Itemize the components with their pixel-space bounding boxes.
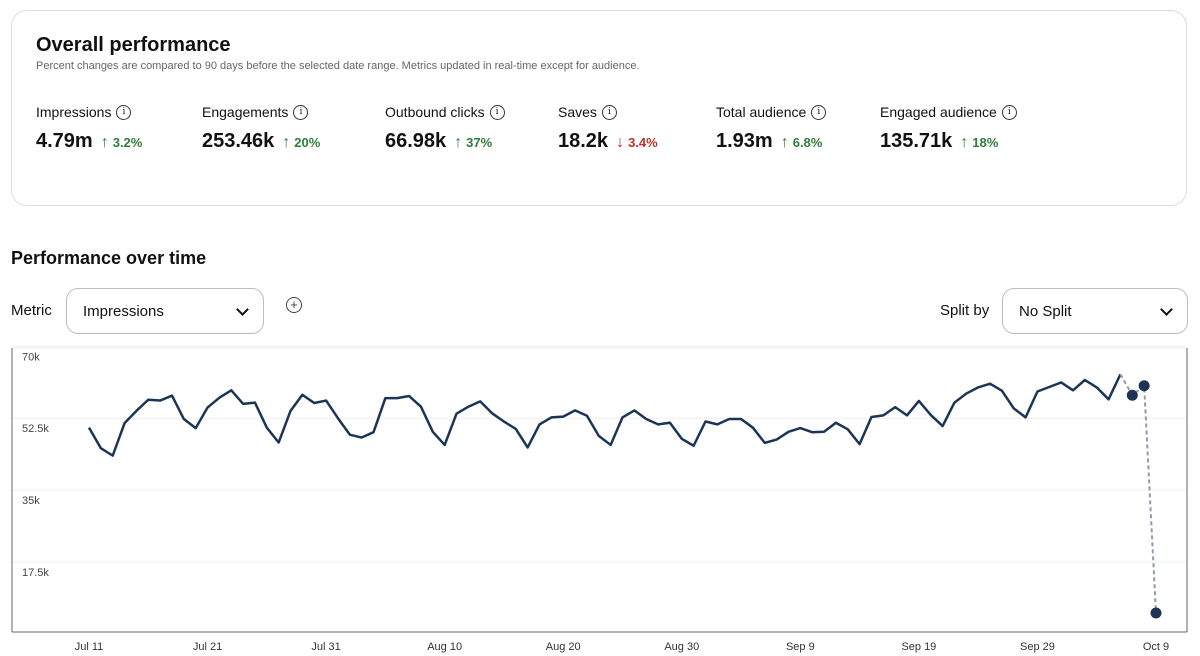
overall-performance-subtitle: Percent changes are compared to 90 days …: [36, 60, 640, 72]
metric-change-value: 3.2%: [112, 135, 143, 150]
info-icon[interactable]: i: [489, 104, 505, 120]
arrow-up-icon: ↑: [282, 134, 291, 151]
metric-impressions: Impressions i 4.79m ↑ 3.2%: [36, 102, 142, 153]
metric-label: Engaged audience: [880, 104, 997, 120]
chevron-down-icon: [236, 302, 249, 316]
x-tick-label: Sep 19: [901, 641, 936, 653]
impressions-line-chart: 17.5k 35k 52.5k 70k Jul 11 Jul 21 Jul 31 Aug 10…: [11, 345, 1188, 653]
add-metric-icon[interactable]: +: [286, 297, 302, 313]
metric-value: 253.46k: [202, 130, 275, 152]
arrow-up-icon: ↑: [960, 134, 969, 151]
metric-saves: Saves i 18.2k ↓ 3.4%: [558, 102, 658, 153]
x-tick-label: Jul 21: [193, 641, 222, 653]
y-tick-label: 17.5k: [22, 567, 49, 579]
y-tick-label: 52.5k: [22, 423, 49, 435]
metric-change: ↑ 20%: [282, 134, 320, 152]
metric-outbound-clicks: Outbound clicks i 66.98k ↑ 37%: [385, 102, 505, 153]
arrow-up-icon: ↑: [100, 134, 109, 151]
data-point: [1138, 380, 1150, 392]
overall-performance-card: [11, 10, 1187, 206]
info-icon[interactable]: i: [293, 104, 309, 120]
x-tick-label: Jul 31: [311, 641, 340, 653]
metric-value: 18.2k: [558, 130, 609, 152]
metric-value: 4.79m: [36, 130, 93, 152]
metric-change-value: 3.4%: [628, 135, 658, 150]
y-tick-label: 70k: [22, 351, 40, 363]
x-tick-label: Aug 30: [664, 641, 699, 653]
x-tick-label: Jul 11: [75, 641, 104, 653]
metric-engagements: Engagements i 253.46k ↑ 20%: [202, 102, 320, 153]
metric-value: 1.93m: [716, 130, 773, 152]
arrow-down-icon: ↓: [616, 134, 625, 151]
performance-over-time-title: Performance over time: [11, 248, 207, 268]
metric-change: ↓ 3.4%: [616, 134, 658, 152]
impressions-projected-line: [1119, 373, 1157, 614]
chevron-down-icon: [1160, 302, 1173, 316]
metric-change: ↑ 3.2%: [101, 134, 143, 152]
overall-performance-title: Overall performance: [36, 34, 231, 56]
metric-change-value: 37%: [466, 135, 493, 150]
arrow-up-icon: ↑: [780, 134, 789, 151]
metric-change-value: 18%: [972, 135, 999, 150]
info-icon[interactable]: i: [601, 104, 617, 120]
metric-label: Impressions: [36, 104, 112, 120]
split-by-select-value: No Split: [1019, 302, 1072, 320]
metric-change: ↑ 37%: [454, 134, 492, 152]
metric-label: Total audience: [716, 104, 807, 120]
arrow-up-icon: ↑: [454, 134, 463, 151]
x-tick-label: Sep 29: [1020, 641, 1055, 653]
metric-label: Saves: [558, 104, 597, 120]
y-tick-label: 35k: [22, 495, 40, 507]
x-tick-label: Aug 10: [427, 641, 462, 653]
metric-engaged-audience: Engaged audience i 135.71k ↑ 18%: [880, 102, 1017, 153]
metric-select-value: Impressions: [83, 302, 164, 320]
metric-label: Engagements: [202, 104, 289, 120]
x-tick-label: Aug 20: [546, 641, 581, 653]
metric-change: ↑ 6.8%: [781, 134, 823, 152]
metric-total-audience: Total audience i 1.93m ↑ 6.8%: [716, 102, 827, 153]
metric-label: Metric: [11, 302, 52, 319]
metric-change-value: 6.8%: [792, 135, 823, 150]
info-icon[interactable]: i: [1001, 104, 1017, 120]
metric-change: ↑ 18%: [960, 134, 998, 152]
x-tick-label: Oct 9: [1143, 641, 1169, 653]
data-point: [1150, 607, 1162, 619]
metric-label: Outbound clicks: [385, 104, 485, 120]
metric-value: 135.71k: [880, 130, 953, 152]
data-point: [1126, 389, 1138, 401]
info-icon[interactable]: i: [811, 104, 827, 120]
split-by-label: Split by: [940, 302, 990, 319]
metric-change-value: 20%: [294, 135, 321, 150]
metric-select[interactable]: Impressions: [66, 288, 264, 334]
split-by-select[interactable]: No Split: [1002, 288, 1188, 334]
x-tick-label: Sep 9: [786, 641, 815, 653]
impressions-series-line: [87, 373, 1122, 457]
info-icon[interactable]: i: [116, 104, 132, 120]
metric-value: 66.98k: [385, 130, 447, 152]
